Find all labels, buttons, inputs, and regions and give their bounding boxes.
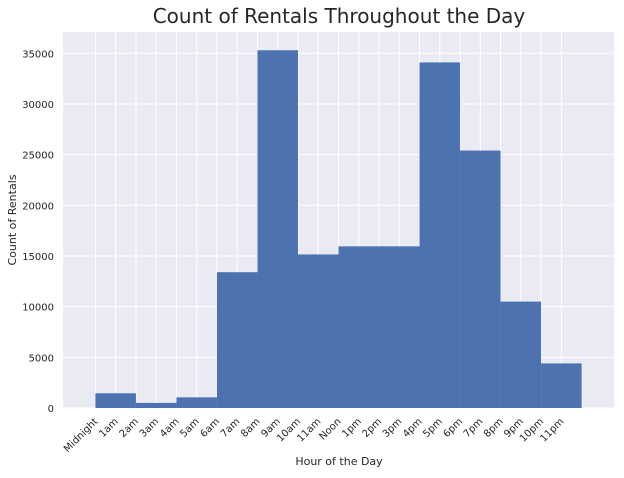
histogram-bar xyxy=(216,272,258,408)
x-tick-labels: Midnight1am2am3am4am5am6am7am8am9am10am1… xyxy=(62,416,566,455)
y-tick-label: 10000 xyxy=(22,303,54,314)
histogram-bar xyxy=(95,393,136,408)
y-tick-labels: 0 5000 10000 15000 20000 25000 30000 35000 xyxy=(22,49,54,415)
x-tick-label: Noon xyxy=(317,416,343,442)
histogram-bar xyxy=(338,246,380,408)
histogram-bar xyxy=(379,246,420,408)
histogram-bar xyxy=(419,62,461,409)
y-tick-label: 0 xyxy=(48,404,54,415)
histogram-bar xyxy=(297,254,339,408)
x-tick-label: 5am xyxy=(178,416,202,440)
y-axis-label: Count of Rentals xyxy=(6,174,19,265)
histogram-bar xyxy=(500,301,542,408)
y-tick-label: 30000 xyxy=(22,100,54,111)
histogram-bar xyxy=(176,397,217,408)
x-tick-label: 1pm xyxy=(340,416,364,440)
x-tick-label: 3am xyxy=(138,416,162,440)
y-tick-label: 35000 xyxy=(22,49,54,60)
y-tick-label: 25000 xyxy=(22,151,54,162)
x-tick-label: 8pm xyxy=(482,416,506,440)
chart-title: Count of Rentals Throughout the Day xyxy=(153,4,526,28)
x-tick-label: 2am xyxy=(118,416,142,440)
histogram-bar xyxy=(541,363,582,408)
x-tick-label: 7pm xyxy=(462,416,486,440)
y-tick-label: 20000 xyxy=(22,201,54,212)
x-tick-label: 5pm xyxy=(421,416,445,440)
x-tick-label: 2pm xyxy=(360,416,384,440)
histogram-bar xyxy=(135,402,177,408)
x-tick-label: 4am xyxy=(158,416,182,440)
bars xyxy=(95,50,582,409)
histogram-bar xyxy=(460,150,501,408)
x-tick-label: 6pm xyxy=(442,416,466,440)
x-tick-label: 1am xyxy=(97,416,121,440)
x-tick-label: Midnight xyxy=(62,416,101,455)
x-tick-label: 8am xyxy=(239,416,263,440)
x-tick-label: 11am xyxy=(295,416,323,444)
x-tick-label: 7am xyxy=(219,416,243,440)
x-axis-label: Hour of the Day xyxy=(295,455,383,468)
x-tick-label: 4pm xyxy=(401,416,425,440)
x-tick-label: 6am xyxy=(199,416,223,440)
histogram-bar xyxy=(257,50,298,409)
x-tick-label: 3pm xyxy=(381,416,405,440)
y-tick-label: 15000 xyxy=(22,252,54,263)
y-tick-label: 5000 xyxy=(29,353,54,364)
